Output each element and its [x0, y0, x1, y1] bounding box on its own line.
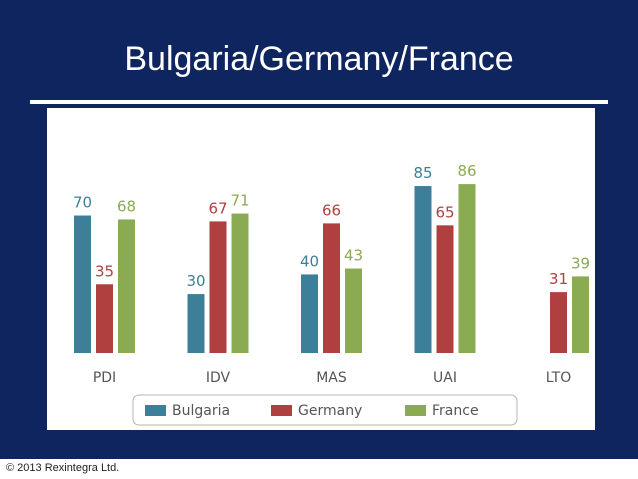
data-label-france-pdi: 68 [117, 197, 136, 215]
chart-panel: 70 35 68 PDI 30 67 71 IDV 40 66 43 MAS 85 65 86 UAI 31 39… [47, 108, 595, 430]
data-label-bulgaria-uai: 85 [413, 164, 432, 182]
bar-bulgaria-uai [414, 186, 432, 353]
data-label-bulgaria-pdi: 70 [73, 194, 92, 212]
x-tick-label-uai: UAI [433, 370, 457, 386]
data-label-france-lto: 39 [571, 254, 590, 272]
bar-bulgaria-pdi [74, 215, 91, 353]
data-label-germany-pdi: 35 [95, 262, 114, 280]
x-tick-label-lto: LTO [546, 370, 571, 386]
footer-bar: © 2013 Rexintegra Ltd. [0, 459, 638, 479]
bar-france-pdi [118, 219, 135, 353]
bar-bulgaria-mas [301, 274, 318, 353]
legend-box [132, 394, 518, 426]
data-label-bulgaria-idv: 30 [186, 272, 205, 290]
legend-label-germany: Germany [298, 403, 362, 419]
data-label-france-uai: 86 [457, 162, 476, 180]
data-label-france-mas: 43 [344, 247, 363, 265]
bar-germany-idv [209, 221, 227, 353]
grouped-bar-chart: 70 35 68 PDI 30 67 71 IDV 40 66 43 MAS 85 65 86 UAI 3139… [73, 162, 590, 426]
bar-france-idv [231, 213, 249, 353]
bar-germany-uai [436, 225, 454, 353]
bar-bulgaria-idv [187, 294, 205, 353]
bar-france-lto [572, 276, 589, 353]
title-divider [30, 100, 608, 104]
legend-label-france: France [432, 403, 479, 419]
x-tick-label-pdi: PDI [93, 370, 116, 386]
slide-title: Bulgaria/Germany/France [124, 40, 514, 78]
bar-germany-mas [323, 223, 340, 353]
bar-france-mas [345, 268, 362, 353]
data-label-germany-lto: 31 [549, 270, 568, 288]
legend-swatch-germany [271, 405, 292, 416]
data-label-germany-mas: 66 [322, 201, 341, 219]
x-tick-label-idv: IDV [206, 370, 231, 386]
bar-france-uai [458, 184, 476, 353]
copyright-text: © 2013 Rexintegra Ltd. [6, 462, 120, 474]
data-label-france-idv: 71 [230, 192, 249, 210]
data-label-germany-uai: 65 [435, 203, 454, 221]
bar-germany-pdi [96, 284, 113, 353]
bar-germany-lto [550, 292, 567, 353]
x-tick-label-mas: MAS [316, 370, 347, 386]
data-label-bulgaria-mas: 40 [300, 252, 319, 270]
legend-swatch-bulgaria [145, 405, 166, 416]
legend-swatch-france [405, 405, 426, 416]
legend-label-bulgaria: Bulgaria [172, 403, 230, 419]
data-label-germany-idv: 67 [208, 199, 227, 217]
